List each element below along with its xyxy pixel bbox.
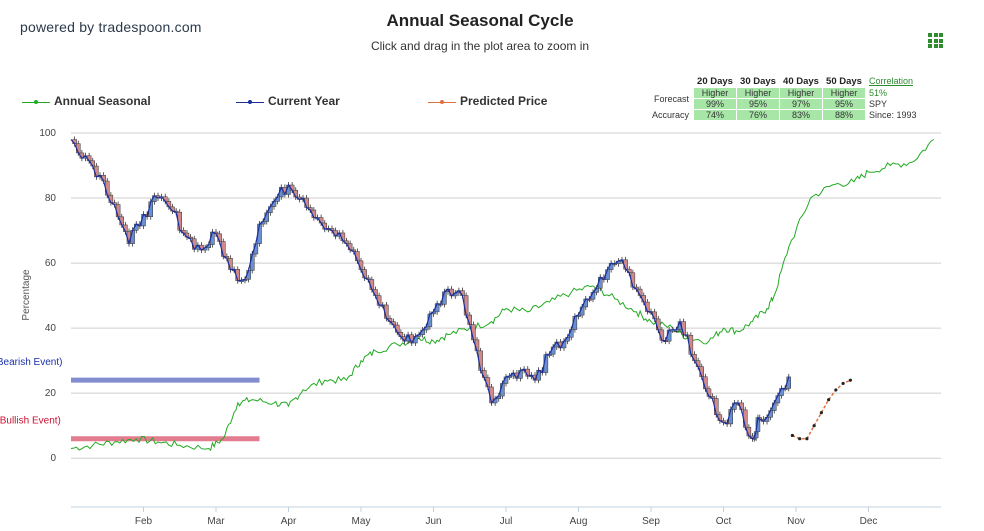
- ticker-label: SPY: [866, 99, 919, 109]
- y-axis-title: Percentage: [21, 269, 32, 321]
- x-tick-label: Apr: [281, 516, 297, 527]
- forecast-table: 20 Days 30 Days 40 Days 50 Days Correlat…: [649, 74, 920, 121]
- y-tick-label: 20: [45, 388, 57, 399]
- x-tick-label: May: [352, 516, 371, 527]
- forecast-pct: 95%: [737, 99, 780, 109]
- legend-label: Predicted Price: [460, 94, 548, 108]
- predicted-price-point: [827, 398, 831, 402]
- grid-menu-icon[interactable]: [928, 33, 943, 48]
- forecast-cell: Higher: [694, 88, 737, 98]
- forecast-cell: Higher: [737, 88, 780, 98]
- annual-seasonal-line: [70, 139, 935, 452]
- predicted-price-point: [805, 437, 809, 441]
- correlation-link[interactable]: Correlation: [866, 75, 919, 87]
- x-tick-label: Nov: [787, 516, 805, 527]
- accuracy-cell: 83%: [780, 110, 823, 120]
- legend-swatch-icon: [236, 97, 264, 107]
- x-tick-label: Mar: [207, 516, 225, 527]
- predicted-price-line: [792, 379, 851, 440]
- current-year-line: [70, 139, 790, 440]
- accuracy-cell: 76%: [737, 110, 780, 120]
- predicted-price-point: [812, 424, 816, 428]
- y-tick-label: 40: [45, 323, 57, 334]
- legend-item-annual-seasonal[interactable]: Annual Seasonal: [22, 94, 151, 108]
- accuracy-cell: 74%: [694, 110, 737, 120]
- predicted-price-point: [834, 388, 838, 392]
- accuracy-row-label: Accuracy: [650, 110, 694, 120]
- forecast-cell: Higher: [823, 88, 866, 98]
- x-tick-label: Jun: [425, 516, 441, 527]
- legend-item-current-year[interactable]: Current Year: [236, 94, 340, 108]
- current-year-candles: [72, 136, 791, 442]
- legend-label: Annual Seasonal: [54, 94, 151, 108]
- predicted-price-point: [790, 433, 794, 438]
- legend-swatch-icon: [22, 97, 50, 107]
- forecast-pct: 99%: [694, 99, 737, 109]
- y-tick-label: 100: [39, 128, 56, 139]
- x-tick-label: Sep: [642, 516, 660, 527]
- accuracy-cell: 88%: [823, 110, 866, 120]
- correlation-value: 51%: [866, 88, 919, 98]
- chart-title: Annual Seasonal Cycle: [386, 11, 574, 30]
- legend-item-predicted-price[interactable]: Predicted Price: [428, 94, 547, 108]
- chart-legend: Annual Seasonal Current Year Predicted P…: [0, 94, 640, 110]
- y-tick-label: 80: [45, 193, 57, 204]
- forecast-pct: 97%: [780, 99, 823, 109]
- predicted-price-point: [798, 437, 802, 441]
- x-tick-label: Feb: [135, 516, 153, 527]
- header-30-days: 30 Days: [740, 75, 776, 87]
- header-50-days: 50 Days: [826, 75, 862, 87]
- predicted-price-point: [848, 378, 852, 382]
- bearish-event-label: L (Bearish Event): [0, 357, 62, 368]
- brand-text: powered by tradespoon.com: [20, 19, 202, 35]
- x-tick-label: Aug: [570, 516, 588, 527]
- forecast-row-label: Forecast: [650, 88, 694, 109]
- legend-swatch-icon: [428, 97, 456, 107]
- predicted-price-point: [841, 381, 845, 386]
- y-tick-label: 0: [50, 453, 56, 464]
- since-label: Since: 1993: [866, 110, 919, 120]
- forecast-pct: 95%: [823, 99, 866, 109]
- legend-label: Current Year: [268, 94, 340, 108]
- y-tick-label: 60: [45, 258, 57, 269]
- x-tick-label: Jul: [500, 516, 513, 527]
- chart-subtitle: Click and drag in the plot area to zoom …: [370, 39, 590, 53]
- bullish-event-label: Y (Bullish Event): [0, 416, 61, 427]
- x-tick-label: Oct: [716, 516, 732, 527]
- header-20-days: 20 Days: [697, 75, 733, 87]
- x-tick-label: Dec: [860, 516, 878, 527]
- forecast-cell: Higher: [780, 88, 823, 98]
- predicted-price-point: [819, 411, 823, 415]
- header-40-days: 40 Days: [783, 75, 819, 87]
